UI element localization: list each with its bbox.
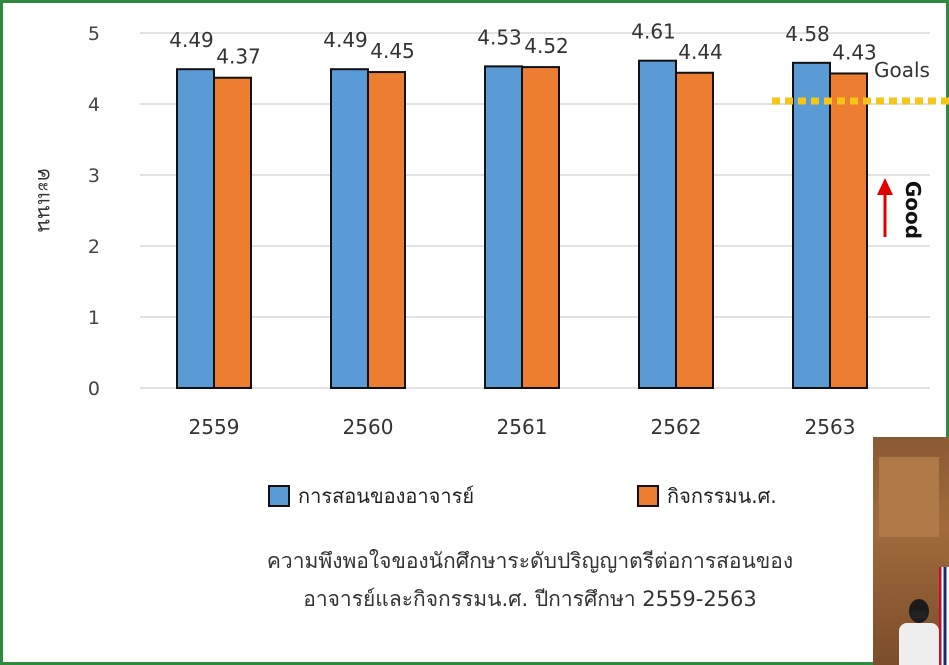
x-tick-label: 2559 (189, 415, 240, 439)
flag-icon (939, 567, 949, 665)
bar-activities-2562 (675, 71, 714, 389)
y-tick-label: 1 (88, 307, 100, 329)
x-tick-label: 2562 (651, 415, 702, 439)
legend-label-teaching: การสอนของอาจารย์ (298, 484, 475, 508)
wall-panel (879, 457, 939, 537)
bar-activities-2563 (829, 72, 868, 389)
y-axis-label: คะแนน (33, 168, 57, 233)
legend-swatch-activities (637, 485, 659, 507)
y-tick-label: 5 (88, 23, 100, 45)
data-labels: 4.494.374.49 4.454.53 4.524.614.444.584.43 (169, 20, 877, 69)
presenter-video-thumbnail (873, 437, 949, 665)
x-tick-label: 2560 (343, 415, 394, 439)
bar-activities-2561 (521, 66, 560, 390)
y-tick-label: 4 (88, 94, 100, 116)
data-label: 4.45 (370, 39, 415, 63)
data-label: 4.61 (631, 20, 676, 44)
bars (176, 59, 868, 390)
y-tick-label: 3 (88, 165, 100, 187)
caption-line-2: อาจารย์และกิจกรรมน.ศ. ปีการศึกษา 2559-25… (303, 587, 757, 611)
caption-line-1: ความพึงพอใจของนักศึกษาระดับปริญญาตรีต่อก… (266, 549, 794, 573)
chart-caption: ความพึงพอใจของนักศึกษาระดับปริญญาตรีต่อก… (150, 542, 910, 618)
x-tick-label: 2561 (497, 415, 548, 439)
presenter-figure (899, 599, 939, 665)
x-axis-ticks: 2559 2560 2561 2562 2563 (189, 415, 856, 439)
legend-item-activities: กิจกรรมน.ศ. (637, 480, 777, 512)
bar-teaching-2560 (330, 68, 369, 390)
good-label: Good (901, 181, 925, 239)
bar-teaching-2563 (792, 61, 831, 389)
bar-activities-2560 (367, 71, 406, 390)
bar-teaching-2559 (176, 68, 215, 390)
legend-item-teaching: การสอนของอาจารย์ (268, 480, 474, 512)
data-label: 4.43 (832, 40, 877, 64)
x-tick-label: 2563 (805, 415, 856, 439)
y-tick-label: 0 (88, 378, 100, 400)
data-label: 4.49 (169, 28, 214, 52)
bar-teaching-2562 (638, 59, 677, 389)
data-label: 4.49 (323, 28, 368, 52)
data-label: 4.52 (524, 34, 569, 58)
bar-teaching-2561 (484, 65, 523, 390)
legend-swatch-teaching (268, 485, 290, 507)
data-label: 4.53 (477, 25, 522, 49)
data-label: 4.37 (216, 45, 261, 69)
bar-activities-2559 (213, 76, 252, 389)
y-axis-ticks: 0 1 2 3 4 5 (88, 23, 100, 400)
good-arrow-icon (877, 178, 893, 237)
y-tick-label: 2 (88, 236, 100, 258)
data-label: 4.44 (678, 40, 723, 64)
legend-label-activities: กิจกรรมน.ศ. (667, 484, 777, 508)
data-label: 4.58 (785, 22, 830, 46)
goal-label: Goals (874, 58, 930, 82)
